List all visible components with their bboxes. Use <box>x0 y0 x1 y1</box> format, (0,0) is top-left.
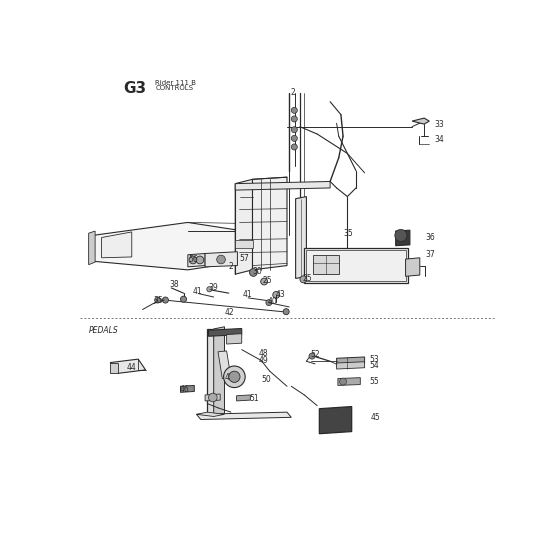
Circle shape <box>291 127 297 133</box>
Circle shape <box>291 144 297 150</box>
Polygon shape <box>110 362 118 374</box>
Circle shape <box>283 309 289 315</box>
Polygon shape <box>235 181 330 190</box>
Circle shape <box>291 116 297 122</box>
Text: 42: 42 <box>225 307 234 316</box>
Text: 55: 55 <box>369 377 379 386</box>
Polygon shape <box>405 258 420 276</box>
Text: 49: 49 <box>259 356 268 365</box>
Polygon shape <box>313 255 339 274</box>
Polygon shape <box>188 254 205 267</box>
Circle shape <box>309 353 315 359</box>
Polygon shape <box>337 362 365 369</box>
Polygon shape <box>337 357 365 365</box>
Circle shape <box>155 297 161 303</box>
Circle shape <box>196 256 204 264</box>
Circle shape <box>250 269 257 276</box>
Polygon shape <box>227 334 242 344</box>
Circle shape <box>208 393 217 402</box>
Polygon shape <box>236 395 250 401</box>
Text: 25: 25 <box>263 276 272 285</box>
Circle shape <box>217 255 225 264</box>
Polygon shape <box>304 248 408 283</box>
Text: 37: 37 <box>425 250 435 259</box>
Circle shape <box>229 371 240 382</box>
Text: 39: 39 <box>208 283 218 292</box>
Circle shape <box>291 136 297 141</box>
Text: 52: 52 <box>311 351 320 360</box>
Polygon shape <box>197 412 225 417</box>
Circle shape <box>189 256 197 264</box>
Text: 45: 45 <box>371 413 381 422</box>
Polygon shape <box>180 385 194 393</box>
Text: 54: 54 <box>369 361 379 370</box>
Text: 46: 46 <box>179 385 189 394</box>
Text: PEDALS: PEDALS <box>88 326 118 335</box>
Text: 44: 44 <box>127 363 136 372</box>
Text: 25: 25 <box>302 274 312 283</box>
Polygon shape <box>218 351 231 379</box>
Text: CONTROLS: CONTROLS <box>156 85 194 91</box>
Text: 57: 57 <box>240 254 249 263</box>
Polygon shape <box>93 222 244 270</box>
Text: 33: 33 <box>435 120 445 129</box>
Polygon shape <box>88 231 95 265</box>
Polygon shape <box>205 252 237 267</box>
Polygon shape <box>110 359 146 374</box>
Polygon shape <box>319 407 352 433</box>
Polygon shape <box>208 329 242 336</box>
Polygon shape <box>207 414 225 417</box>
Text: 56: 56 <box>189 255 198 264</box>
Text: 43: 43 <box>276 290 286 299</box>
Text: 35: 35 <box>343 229 353 238</box>
Text: 41: 41 <box>193 287 203 296</box>
Polygon shape <box>396 230 410 246</box>
Polygon shape <box>101 232 132 258</box>
Circle shape <box>273 291 279 298</box>
Circle shape <box>180 296 186 302</box>
Polygon shape <box>205 394 220 401</box>
Circle shape <box>395 230 407 241</box>
Circle shape <box>207 287 212 292</box>
Text: 34: 34 <box>435 135 445 144</box>
Circle shape <box>291 108 297 113</box>
Text: 50: 50 <box>261 375 271 384</box>
Circle shape <box>339 378 347 385</box>
Text: 30: 30 <box>253 267 262 276</box>
Circle shape <box>162 297 169 303</box>
Circle shape <box>261 278 268 285</box>
Text: G3: G3 <box>123 81 146 96</box>
Circle shape <box>300 276 307 283</box>
Polygon shape <box>296 197 306 278</box>
Circle shape <box>266 300 272 306</box>
Polygon shape <box>235 240 253 248</box>
Text: 38: 38 <box>170 280 179 289</box>
Text: 2: 2 <box>290 88 295 97</box>
Text: 47: 47 <box>225 373 234 382</box>
Polygon shape <box>412 118 430 124</box>
Text: 36: 36 <box>425 234 435 242</box>
Polygon shape <box>338 377 360 385</box>
Polygon shape <box>214 327 225 417</box>
Text: 53: 53 <box>369 355 379 364</box>
Text: 35: 35 <box>154 296 164 305</box>
Text: 51: 51 <box>250 394 259 403</box>
Polygon shape <box>207 329 214 417</box>
Text: Rider 111 B: Rider 111 B <box>156 80 197 86</box>
Circle shape <box>223 366 245 388</box>
Polygon shape <box>253 177 287 270</box>
Text: 48: 48 <box>259 348 268 358</box>
Polygon shape <box>197 412 291 419</box>
Text: 41: 41 <box>243 290 253 299</box>
Polygon shape <box>235 179 253 274</box>
Text: 2: 2 <box>229 262 234 271</box>
Text: 40: 40 <box>268 297 277 306</box>
